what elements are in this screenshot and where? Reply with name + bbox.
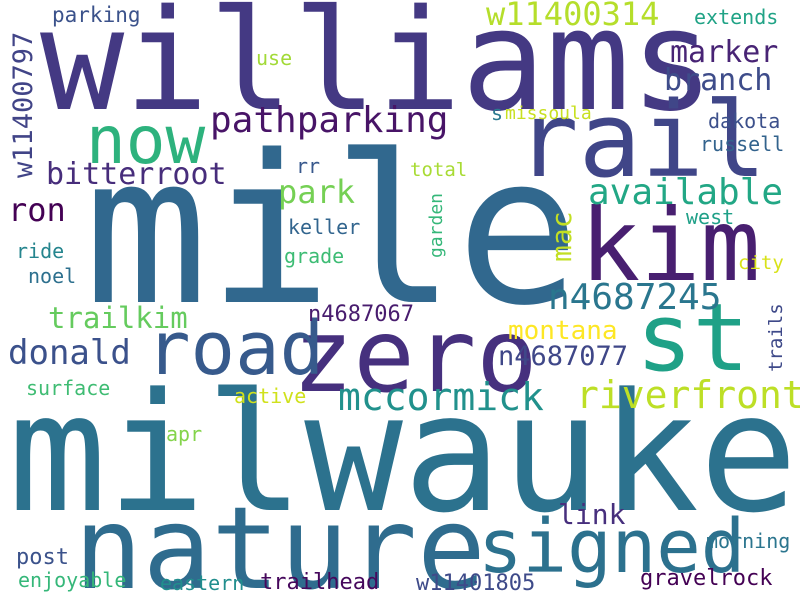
word-mccormick: mccormick [338,375,544,419]
word-w11401805: w11401805 [416,571,536,596]
word-signed: signed [478,504,746,590]
word-zero: zero [292,297,538,416]
word-bitterroot: bitterroot [46,157,227,192]
word-available: available [588,172,784,213]
word-s: s [491,101,504,125]
word-rail: rail [516,79,767,201]
word-active: active [234,384,307,408]
word-mac: mac [545,211,578,262]
word-surface: surface [26,376,111,400]
word-now: now [86,102,206,179]
word-montana: montana [508,316,618,346]
word-trailkim: trailkim [48,301,188,335]
word-morning: morning [706,529,791,553]
word-trailhead: trailhead [260,570,380,595]
word-kim: kim [580,187,761,304]
word-apr: apr [166,422,203,446]
word-donald: donald [8,333,131,373]
word-west: west [686,205,735,229]
word-w11400314: w11400314 [486,0,660,33]
word-st: st [636,284,750,393]
word-trails: trails [765,303,787,372]
word-enjoyable: enjoyable [18,568,127,592]
word-use: use [256,46,293,70]
word-missoula: missoula [505,103,592,124]
word-road: road [146,306,325,392]
word-riverfront: riverfront [576,373,800,417]
word-mile: mile [84,111,581,351]
word-post: post [16,545,69,570]
word-total: total [410,159,468,181]
word-noel: noel [28,264,77,288]
word-gravelrock: gravelrock [640,566,773,591]
word-dakota: dakota [708,109,781,133]
word-ride: ride [16,239,65,263]
word-grade: grade [284,244,345,268]
word-eastern: eastern [160,571,245,595]
word-branch: branch [664,63,773,98]
word-parking: parking [52,3,141,27]
word-city: city [738,252,784,274]
word-keller: keller [288,215,361,239]
word-williams: williams [40,0,715,143]
word-milwaukee: milwaukee [8,358,800,549]
word-rr: rr [296,154,321,178]
word-n4687245: n4687245 [548,277,722,318]
word-pathparking: pathparking [210,100,449,141]
word-n4687067: n4687067 [308,302,414,327]
word-park: park [278,173,356,211]
word-russell: russell [700,132,785,156]
word-n4687077: n4687077 [498,341,629,372]
word-link: link [558,498,626,531]
word-marker: marker [670,35,779,70]
word-nature: nature [74,482,486,600]
word-w11400797: w11400797 [8,31,39,178]
word-ron: ron [8,191,66,229]
word-garden: garden [426,192,447,258]
word-extends: extends [694,5,779,29]
